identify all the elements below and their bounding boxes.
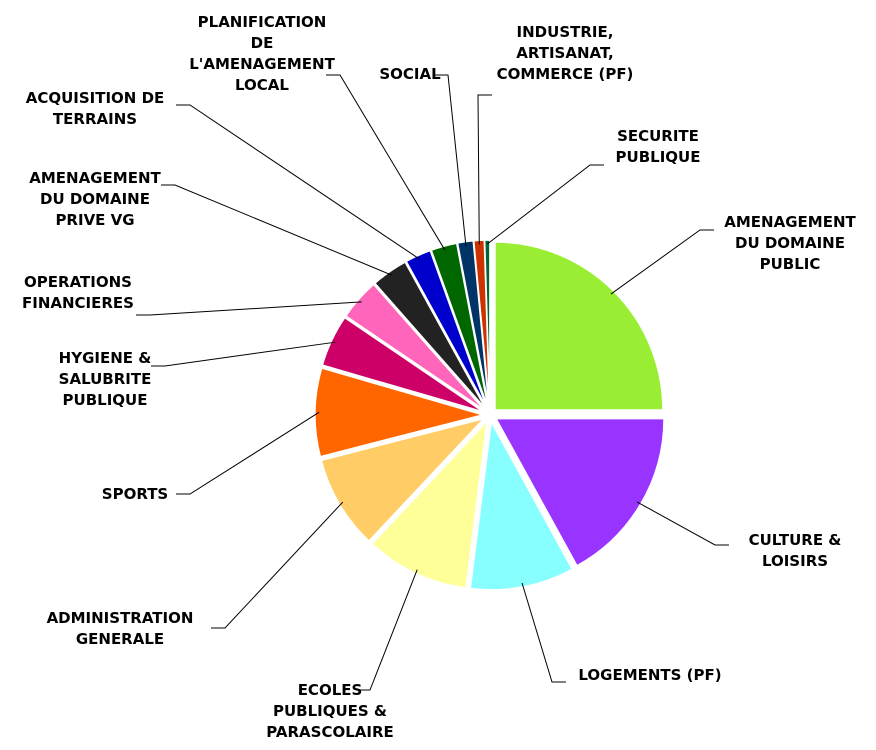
leader-line [610, 229, 714, 295]
leader-line [636, 501, 729, 546]
leader-line [521, 582, 566, 683]
slice-label: SPORTS [101, 485, 169, 503]
slice-label: OPERATIONS FINANCIERES [22, 273, 134, 312]
pie-slice [320, 417, 487, 543]
pie-slice [344, 283, 486, 411]
leader-line [176, 104, 420, 260]
pie-slice [314, 367, 486, 458]
leader-line [477, 94, 492, 245]
slice-label: LOGEMENTS (PF) [578, 666, 722, 684]
leader-line [151, 341, 336, 367]
slice-label: AMENAGEMENT DU DOMAINE PUBLIC [724, 213, 856, 273]
slice-label: CULTURE & LOISIRS [748, 531, 842, 570]
slice-label: SOCIAL [379, 65, 441, 83]
leader-line [176, 411, 320, 495]
slice-label: HYGIENE & SALUBRITE PUBLIQUE [58, 349, 152, 409]
slice-label: AMENAGEMENT DU DOMAINE PRIVE VG [29, 169, 161, 229]
pie-slice [321, 316, 485, 413]
leader-line [211, 501, 344, 629]
leader-line [326, 74, 446, 251]
pie-slice [494, 241, 664, 411]
leader-line [487, 164, 604, 245]
slice-label: ADMINISTRATION GENERALE [46, 609, 194, 648]
leader-line [161, 184, 392, 276]
slice-label: SECURITE PUBLIQUE [615, 127, 701, 166]
pie-slice [405, 249, 488, 409]
leader-line [434, 74, 467, 246]
slice-label: INDUSTRIE, ARTISANAT, COMMERCE (PF) [496, 23, 634, 83]
slice-label: ECOLES PUBLIQUES & PARASCOLAIRE [266, 681, 394, 741]
pie-slice [430, 242, 489, 409]
slice-label: PLANIFICATION DE L'AMENAGEMENT LOCAL [189, 13, 335, 94]
pie-slice [373, 261, 487, 410]
leader-line [356, 569, 418, 691]
leader-line [136, 301, 362, 316]
slice-label: ACQUISITION DE TERRAINS [25, 89, 165, 128]
pie-slice [483, 239, 491, 409]
